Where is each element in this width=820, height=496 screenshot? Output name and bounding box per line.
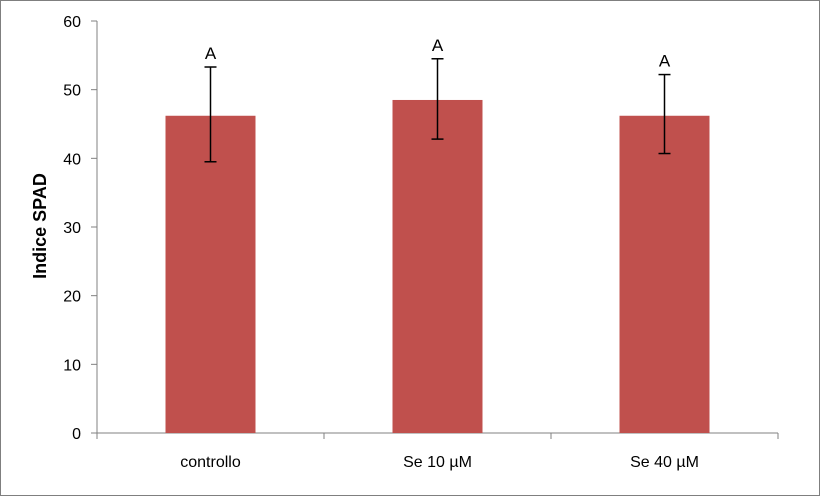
y-tick-label: 50 [63,83,81,100]
significance-label: A [659,52,671,71]
significance-label: A [432,36,444,55]
significance-label: A [205,44,217,63]
y-tick-label: 60 [63,14,81,31]
bar [392,99,483,433]
x-category-label: Se 10 µM [403,454,472,471]
bar [165,115,256,433]
y-tick-label: 10 [63,357,81,374]
x-category-label: Se 40 µM [630,454,699,471]
y-tick-label: 30 [63,220,81,237]
y-axis-title: Indice SPAD [30,173,50,279]
y-tick-label: 0 [72,426,81,443]
y-tick-label: 20 [63,289,81,306]
bar [619,115,710,433]
y-tick-label: 40 [63,151,81,168]
x-category-label: controllo [180,454,241,471]
